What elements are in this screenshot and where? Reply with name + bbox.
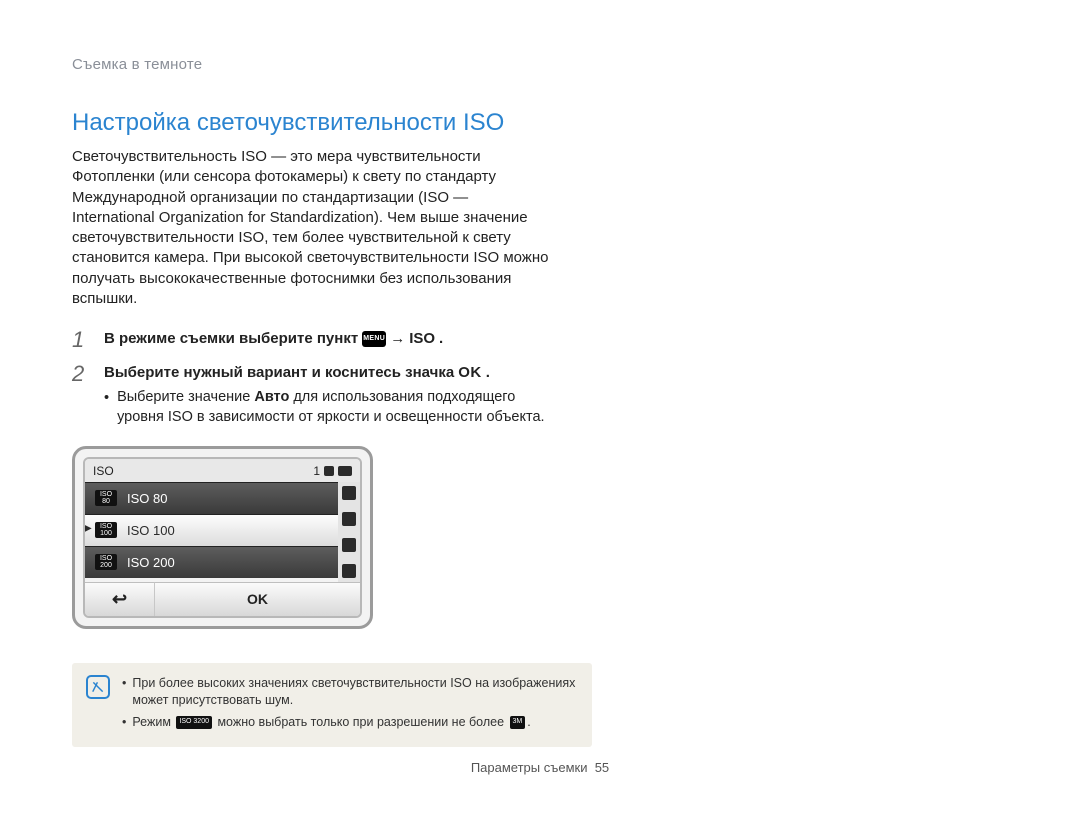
battery-icon [338,466,352,476]
back-button[interactable]: ↩ [85,582,155,616]
breadcrumb: Съемка в темноте [72,56,1008,73]
step-1: 1 В режиме съемки выберите пункт MENU → … [72,327,592,353]
step-2-sub-text: Выберите значение Авто для использования… [117,387,564,428]
step-number: 1 [72,327,90,353]
bullet-marker: • [122,714,126,732]
step-2-prefix: Выберите нужный вариант и коснитесь знач… [104,364,454,381]
footer-label: Параметры съемки [471,760,588,775]
iso-tile-icon: ISO80 [95,490,117,506]
step-2-period: . [486,364,490,381]
iso-list: ISO80 ISO 80 ISO100 ISO 100 ISO200 ISO 2… [85,482,338,578]
menu-icon: MENU [362,331,386,347]
note-bullet-1: • При более высоких значениях светочувст… [122,675,578,710]
side-icon-1 [342,486,356,500]
screen-header: ISO 1 [85,459,360,482]
step-2: 2 Выберите нужный вариант и коснитесь зн… [72,361,592,428]
page-footer: Параметры съемки 55 [0,760,1080,775]
page-title: Настройка светочувствительности ISO [72,109,1008,137]
iso-tile-icon: ISO100 [95,522,117,538]
note-icon [86,675,110,699]
side-icon-2 [342,512,356,526]
side-icon-4 [342,564,356,578]
step-1-prefix: В режиме съемки выберите пункт [104,330,358,347]
step-2-sub-bullet: • Выберите значение Авто для использован… [104,387,564,428]
note-box: • При более высоких значениях светочувст… [72,663,592,748]
screen-header-label: ISO [93,464,114,478]
note-bullet-2: • Режим ISO 3200 можно выбрать только пр… [122,714,578,732]
bullet-marker: • [122,675,126,710]
iso-row-label: ISO 100 [127,523,175,538]
intro-paragraph: Светочувствительность ISO — это мера чув… [72,147,552,309]
step-1-suffix: ISO [409,330,435,347]
step-1-arrow: → [390,330,405,347]
note-text-1: При более высоких значениях светочувстви… [132,675,578,710]
shot-count: 1 [313,464,320,478]
ok-button[interactable]: OK [155,582,360,616]
step-1-period: . [439,330,443,347]
step-number: 2 [72,361,90,428]
note-text-2: Режим ISO 3200 можно выбрать только при … [132,714,530,732]
footer-page-number: 55 [595,760,609,775]
resolution-3m-chip-icon: 3M [510,716,526,729]
iso-3200-chip-icon: ISO 3200 [176,716,212,729]
screen-side-icons [338,482,360,582]
iso-row-label: ISO 200 [127,555,175,570]
camera-screen-mock: ISO 1 ISO80 ISO 80 ISO100 [72,446,373,629]
iso-row-80[interactable]: ISO80 ISO 80 [85,482,338,514]
iso-row-label: ISO 80 [127,491,167,506]
bullet-marker: • [104,387,109,428]
iso-row-100[interactable]: ISO100 ISO 100 [85,514,338,546]
memory-icon [324,466,334,476]
iso-tile-icon: ISO200 [95,554,117,570]
ok-icon: OK [458,364,482,381]
iso-row-200[interactable]: ISO200 ISO 200 [85,546,338,578]
side-icon-3 [342,538,356,552]
